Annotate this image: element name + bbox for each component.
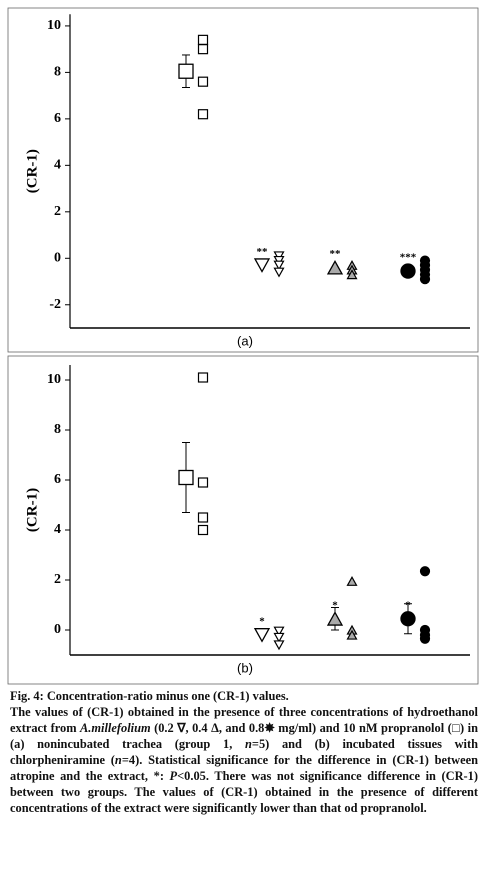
point: [273, 260, 285, 271]
point: [273, 626, 285, 637]
point: [273, 267, 285, 278]
significance: **: [330, 248, 342, 260]
mean-marker: [400, 263, 416, 279]
caption-title: Fig. 4: Concentration-ratio minus one (C…: [10, 689, 289, 703]
y-tick-label: 2: [54, 204, 61, 219]
caption-body: The values of (CR-1) obtained in the pre…: [10, 704, 478, 816]
y-tick-label: 0: [54, 251, 61, 266]
caption-text: =4). Statistical significance for the di…: [10, 753, 478, 783]
caption: Fig. 4: Concentration-ratio minus one (C…: [10, 688, 478, 816]
panel-label: (b): [237, 660, 253, 675]
mean-marker: [253, 628, 271, 643]
significance: *: [405, 599, 411, 611]
y-tick-label: 6: [54, 111, 61, 126]
point: [197, 76, 209, 87]
point: [197, 34, 209, 45]
y-tick-label: 10: [47, 372, 61, 387]
significance: ***: [400, 252, 417, 264]
point: [197, 372, 209, 383]
y-tick-label: 6: [54, 472, 61, 487]
y-tick-label: 2: [54, 572, 61, 587]
caption-text: n: [244, 737, 252, 751]
panel-frame: [7, 7, 479, 353]
point: [197, 109, 209, 120]
y-tick-label: -2: [49, 297, 61, 312]
point: [419, 566, 431, 577]
mean-marker: [178, 63, 194, 79]
significance: **: [257, 246, 269, 258]
point: [346, 575, 358, 586]
point: [273, 632, 285, 643]
caption-text: A.millefolium: [80, 721, 151, 735]
mean-marker: [400, 611, 416, 627]
caption-text: n: [114, 753, 122, 767]
panel-label: (a): [237, 333, 253, 348]
y-tick-label: 0: [54, 622, 61, 637]
point: [197, 477, 209, 488]
point: [197, 524, 209, 536]
y-tick-label: 8: [54, 65, 61, 80]
caption-text: =5) and (b) incubated tissues with chlor…: [10, 737, 479, 767]
point: [346, 269, 358, 280]
caption-text: <0.05. There was not significance differ…: [10, 769, 478, 815]
y-axis-label: (CR-1): [24, 488, 40, 532]
point: [346, 629, 358, 640]
mean-marker: [326, 259, 344, 275]
y-tick-label: 4: [54, 522, 61, 537]
point: [419, 274, 431, 285]
y-axis-label: (CR-1): [24, 149, 40, 193]
y-tick-label: 8: [54, 422, 61, 437]
y-tick-label: 10: [47, 18, 61, 33]
caption-text: (0.2 ∇, 0.4 Δ, and 0.8✸ mg/ml) and 10 nM…: [10, 721, 478, 751]
mean-marker: [178, 469, 194, 486]
point: [197, 44, 209, 55]
mean-marker: [253, 258, 271, 273]
panel-frame: [7, 355, 479, 685]
point: [419, 633, 431, 644]
significance: *: [332, 599, 338, 611]
caption-text: The values of (CR-1) obtained in the pre…: [10, 705, 478, 735]
mean-marker: [326, 611, 344, 626]
point: [197, 512, 209, 523]
point: [273, 640, 285, 651]
significance: *: [259, 616, 265, 628]
caption-text: P: [169, 769, 178, 783]
y-tick-label: 4: [54, 158, 61, 173]
